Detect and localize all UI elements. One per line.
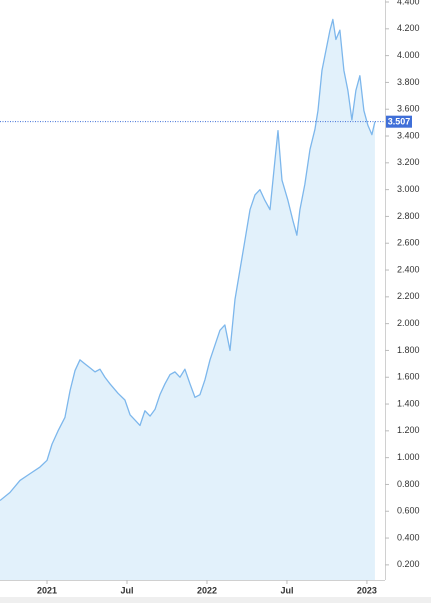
bottom-bar xyxy=(0,597,431,603)
x-tick-label: Jul xyxy=(120,585,133,595)
y-tick-label: 0.400 xyxy=(397,532,420,542)
y-tick-label: 0.600 xyxy=(397,506,420,516)
y-tick-label: 1.600 xyxy=(397,372,420,382)
current-price-label: 3.507 xyxy=(388,117,411,127)
y-tick-label: 4.000 xyxy=(397,50,420,60)
x-tick-label: 2023 xyxy=(357,585,377,595)
current-price-tag xyxy=(386,115,412,128)
y-tick-label: 2.800 xyxy=(397,211,420,221)
y-tick-label: 2.000 xyxy=(397,318,420,328)
x-tick-label: 2022 xyxy=(197,585,217,595)
y-tick-label: 3.000 xyxy=(397,184,420,194)
y-tick-label: 4.400 xyxy=(397,0,420,6)
y-tick-label: 0.200 xyxy=(397,559,420,569)
y-tick-label: 1.200 xyxy=(397,425,420,435)
y-tick-label: 0.800 xyxy=(397,479,420,489)
y-tick-label: 3.800 xyxy=(397,77,420,87)
y-tick-label: 4.200 xyxy=(397,23,420,33)
y-tick-label: 1.000 xyxy=(397,452,420,462)
y-tick-label: 2.400 xyxy=(397,264,420,274)
y-tick-label: 2.600 xyxy=(397,238,420,248)
y-tick-label: 3.600 xyxy=(397,104,420,114)
y-tick-label: 2.200 xyxy=(397,291,420,301)
area-fill xyxy=(0,19,375,581)
y-tick-label: 3.200 xyxy=(397,157,420,167)
price-line xyxy=(0,18,376,502)
x-tick-label: 2021 xyxy=(37,585,57,595)
y-tick-label: 3.400 xyxy=(397,130,420,140)
x-tick-label: Jul xyxy=(280,585,293,595)
y-tick-label: 1.400 xyxy=(397,398,420,408)
y-tick-label: 1.800 xyxy=(397,345,420,355)
